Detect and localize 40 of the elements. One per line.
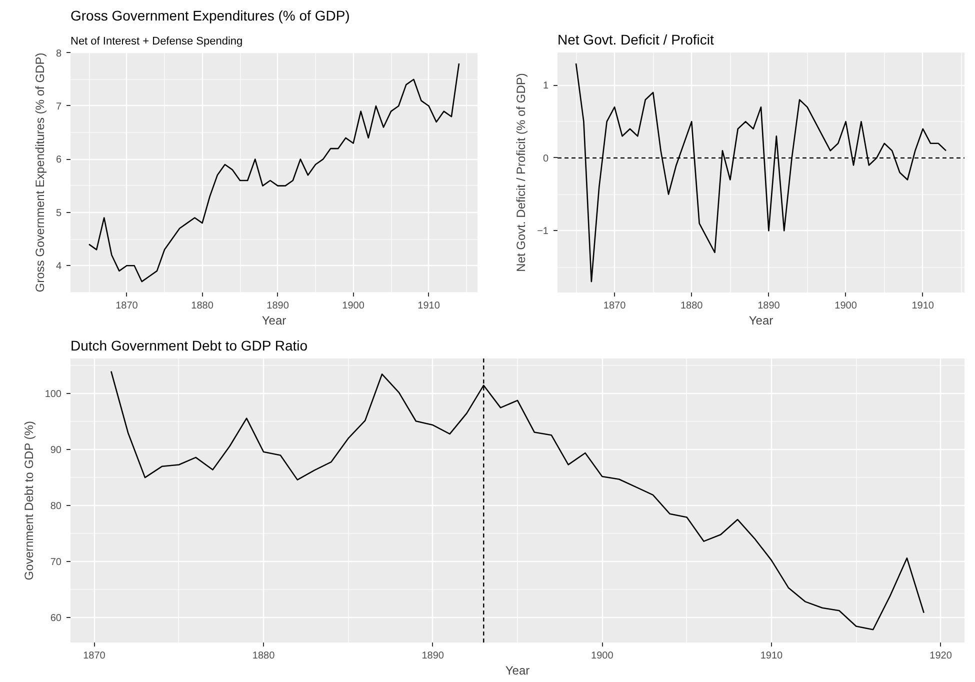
x-tick-label: 1880	[191, 300, 214, 312]
x-tick-label: 1890	[758, 300, 780, 312]
x-tick-label: 1890	[266, 300, 290, 312]
y-tick-label: 6	[56, 154, 62, 166]
y-tick-label: 1	[542, 80, 549, 92]
y-tick-label: 8	[56, 48, 62, 60]
y-tick-label: −1	[537, 226, 549, 238]
y-tick-label: 0	[542, 153, 549, 164]
x-tick-label: 1910	[912, 300, 934, 312]
x-tick-label: 1920	[930, 650, 952, 662]
x-tick-label: 1910	[760, 650, 784, 662]
y-tick-label: 5	[56, 208, 62, 219]
y-tick-label: 70	[50, 556, 62, 568]
y-tick-label: 90	[50, 445, 62, 456]
y-tick-label: 80	[50, 501, 62, 512]
line-series	[88, 62, 460, 282]
x-tick-label: 1900	[834, 300, 858, 312]
x-tick-label: 1900	[342, 300, 365, 312]
chart-title: Dutch Government Debt to GDP Ratio	[70, 338, 308, 354]
x-axis-title: Year	[505, 664, 530, 678]
y-tick-label: 100	[44, 389, 62, 400]
x-tick-label: 1870	[116, 300, 138, 312]
x-tick-label: 1880	[252, 650, 276, 662]
y-axis-title: Gross Government Expenditures (% of GDP)	[32, 52, 47, 292]
chart-title: Gross Government Expenditures (% of GDP)	[70, 8, 350, 24]
y-tick-label: 60	[50, 612, 62, 624]
chart-subtitle: Net of Interest + Defense Spending	[70, 36, 243, 48]
y-tick-label: 4	[56, 261, 62, 272]
chart-title: Net Govt. Deficit / Proficit	[558, 32, 714, 48]
x-axis-title: Year	[262, 314, 286, 328]
x-tick-label: 1880	[680, 300, 704, 312]
x-tick-label: 1910	[418, 300, 440, 312]
x-tick-label: 1870	[83, 650, 106, 662]
x-tick-label: 1890	[422, 650, 444, 662]
y-axis-title: Government Debt to GDP (%)	[22, 421, 36, 580]
x-tick-label: 1900	[591, 650, 614, 662]
y-tick-label: 7	[56, 101, 62, 112]
x-tick-label: 1870	[603, 300, 626, 312]
x-axis-title: Year	[748, 314, 774, 328]
y-axis-title: Net Govt. Deficit / Proficit (% of GDP)	[514, 73, 528, 272]
